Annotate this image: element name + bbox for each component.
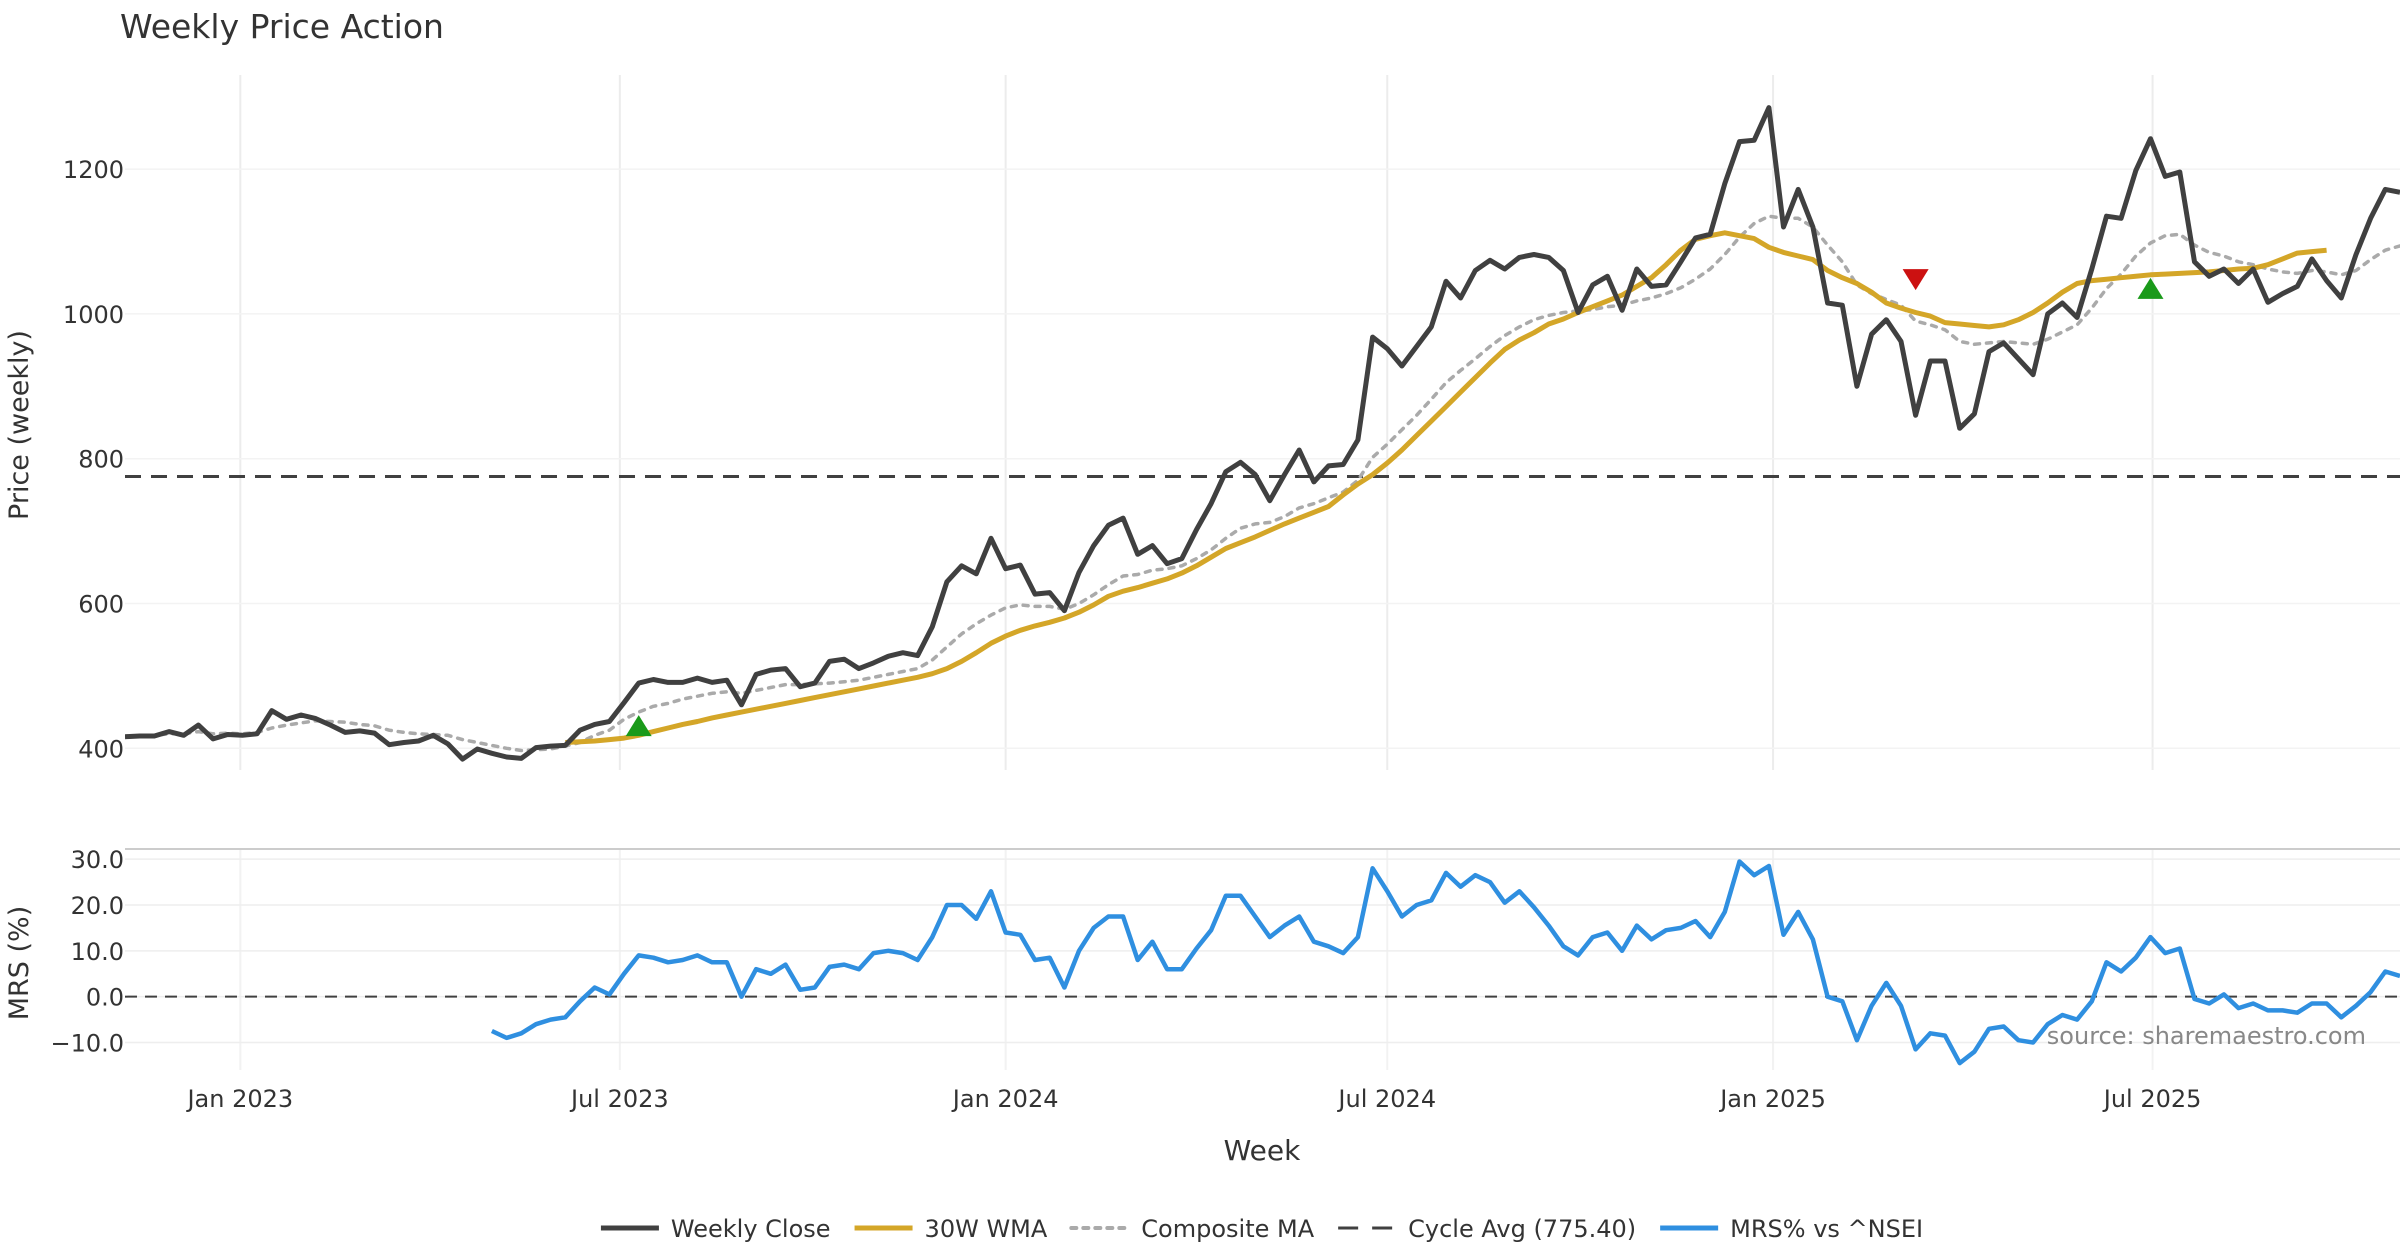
price-y-tick-800: 800 <box>78 446 124 474</box>
mrs-panel: −10.0 0.0 10.0 20.0 30.0 MRS (%) source: sha… <box>4 846 2400 1070</box>
mrs-series-group <box>490 859 2400 1066</box>
x-tick-jan-2024: Jan 2024 <box>951 1085 1059 1113</box>
signal-markers <box>625 269 2164 737</box>
series-line-composite-ma <box>125 214 2400 753</box>
legend: Weekly Close 30W WMA Composite MA Cycle Avg… <box>600 1215 1923 1243</box>
mrs-y-tick-20-0: 20.0 <box>71 892 124 920</box>
price-y-axis-label: Price (weekly) <box>4 330 35 520</box>
legend-label-composite-ma: Composite MA <box>1141 1215 1314 1243</box>
legend-item-composite-ma: Composite MA <box>1069 1215 1315 1243</box>
mrs-y-tick-0-0: 0.0 <box>86 984 124 1012</box>
series-line-weekly-close <box>125 105 2400 762</box>
price-y-tick-600: 600 <box>78 590 124 618</box>
x-axis-label: Week <box>1224 1134 1301 1167</box>
price-y-tick-1000: 1000 <box>63 301 124 329</box>
sell-signal-marker-2 <box>1902 269 1929 291</box>
legend-item-cycle-avg-775-40: Cycle Avg (775.40) <box>1338 1215 1636 1243</box>
x-tick-jul-2024: Jul 2024 <box>1336 1085 1436 1113</box>
buy-signal-marker-3 <box>2137 277 2164 299</box>
x-ticks: Jan 2023 Jul 2023 Jan 2024 Jul 2024 Jan 2025… <box>185 1085 2201 1113</box>
x-tick-jul-2023: Jul 2023 <box>569 1085 669 1113</box>
mrs-y-tick-10-0: −10.0 <box>50 1030 124 1058</box>
price-panel: 400 600 800 1000 1200 Price (weekly) <box>4 75 2400 770</box>
mrs-y-tick-10-0: 10.0 <box>71 938 124 966</box>
buy-signal-marker-1 <box>625 715 652 737</box>
mrs-y-ticks: −10.0 0.0 10.0 20.0 30.0 <box>50 846 124 1057</box>
legend-label-30w-wma: 30W WMA <box>925 1215 1048 1243</box>
x-tick-jul-2025: Jul 2025 <box>2102 1085 2202 1113</box>
legend-label-mrs-vs-nsei: MRS% vs ^NSEI <box>1730 1215 1923 1243</box>
legend-item-weekly-close: Weekly Close <box>600 1215 831 1243</box>
legend-label-weekly-close: Weekly Close <box>671 1215 831 1243</box>
series-line-30w-wma <box>565 230 2327 745</box>
legend-item-30w-wma: 30W WMA <box>854 1215 1048 1243</box>
price-y-tick-400: 400 <box>78 735 124 763</box>
x-tick-jan-2023: Jan 2023 <box>185 1085 293 1113</box>
price-y-ticks: 400 600 800 1000 1200 <box>63 156 124 763</box>
price-grid <box>125 75 2400 770</box>
price-y-tick-1200: 1200 <box>63 156 124 184</box>
mrs-y-tick-30-0: 30.0 <box>71 846 124 874</box>
legend-label-cycle-avg-775-40: Cycle Avg (775.40) <box>1408 1215 1636 1243</box>
price-series-group <box>125 105 2400 762</box>
series-line-mrs-vs-nsei <box>490 859 2400 1066</box>
x-tick-jan-2025: Jan 2025 <box>1718 1085 1826 1113</box>
legend-item-mrs-vs-nsei: MRS% vs ^NSEI <box>1660 1215 1923 1243</box>
chart-title: Weekly Price Action <box>120 7 444 46</box>
source-annotation: source: sharemaestro.com <box>2047 1022 2366 1050</box>
mrs-y-axis-label: MRS (%) <box>4 906 35 1021</box>
